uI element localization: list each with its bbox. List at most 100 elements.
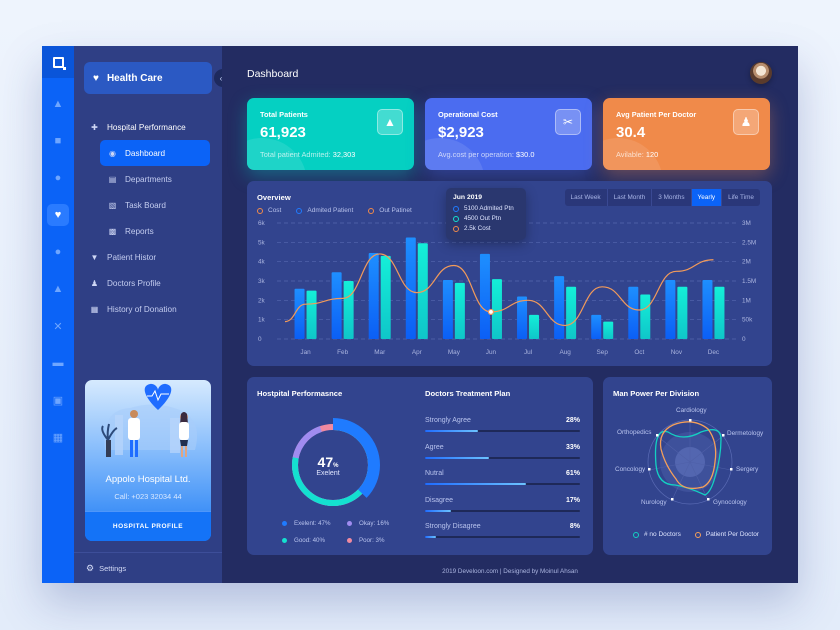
- legend-cost: Cost: [257, 207, 281, 214]
- svg-text:Jul: Jul: [524, 349, 532, 356]
- stat-value: $2,923: [438, 124, 484, 141]
- sidebar-item-history-of-donation[interactable]: ▦ History of Donation: [74, 296, 222, 322]
- hospital-card: Appolo Hospital Ltd. Call: +023 32034 44…: [85, 380, 211, 541]
- svg-text:Mar: Mar: [374, 349, 386, 356]
- overview-chart: 0 1k 2k 3k 4k 5k 6k 0 50k 1M 1.5M 2M 2.5M 3M Jan Feb M…: [258, 220, 756, 356]
- tab-last-week[interactable]: Last Week: [565, 189, 608, 206]
- user-avatar[interactable]: [750, 62, 772, 84]
- heart-icon[interactable]: ♥: [47, 204, 69, 226]
- plane-icon[interactable]: ▲: [52, 283, 64, 295]
- legend-okay: Okay: 16%: [347, 520, 389, 527]
- stat-value: 61,923: [260, 124, 306, 141]
- hospital-phone: Call: +023 32034 44: [114, 492, 182, 501]
- sidebar: ♥ Health Care ‹ ✚ Hospital Performance ◉…: [74, 46, 228, 583]
- sidebar-item-label: Reports: [125, 226, 154, 236]
- sidebar-item-label: Hospital Performance: [107, 122, 186, 132]
- sidebar-item-patient-history[interactable]: ▼ Patient Histor: [74, 244, 222, 270]
- svg-text:Feb: Feb: [337, 349, 348, 356]
- axis-label: Concology: [615, 466, 646, 473]
- svg-text:2M: 2M: [742, 259, 751, 266]
- sidebar-nav: ✚ Hospital Performance ◉ Dashboard ▤ Dep…: [74, 114, 222, 322]
- graduation-cap-icon[interactable]: ▲: [52, 98, 64, 110]
- svg-text:50k: 50k: [742, 317, 753, 324]
- stat-value: 30.4: [616, 124, 646, 141]
- svg-text:1k: 1k: [258, 317, 266, 324]
- stat-label: Total Patients: [260, 110, 308, 119]
- doctor-desk-icon[interactable]: ♟: [733, 109, 759, 135]
- axis-label: Dermetology: [727, 430, 764, 437]
- apron-icon[interactable]: ▲: [377, 109, 403, 135]
- heart-icon: ♥: [93, 72, 99, 84]
- chart-tooltip: Jun 2019 5100 Admited Ptn 4500 Out Ptn 2…: [446, 188, 526, 240]
- doctor-icon: ♟: [90, 278, 99, 288]
- tab-last-month[interactable]: Last Month: [608, 189, 653, 206]
- tools-icon[interactable]: ✕: [53, 320, 63, 333]
- doctors-illustration: [101, 383, 198, 457]
- dashboard-icon: ◉: [109, 148, 116, 158]
- sidebar-item-task-board[interactable]: ▧ Task Board: [74, 192, 222, 218]
- user-icon[interactable]: ●: [54, 172, 62, 184]
- svg-text:Jan: Jan: [300, 349, 311, 356]
- piggy-bank-icon[interactable]: ●: [54, 246, 62, 258]
- megaphone-icon[interactable]: ■: [54, 135, 62, 147]
- stat-card-operational-cost: Operational Cost $2,923 Avg.cost per ope…: [425, 98, 592, 170]
- tab-3-months[interactable]: 3 Months: [652, 189, 692, 206]
- sidebar-item-label: Patient Histor: [107, 252, 157, 262]
- sidebar-item-label: Task Board: [125, 200, 166, 210]
- sidebar-item-label: Departments: [125, 174, 172, 184]
- svg-text:2k: 2k: [258, 297, 266, 304]
- manpower-radar: [647, 419, 733, 505]
- tab-life-time[interactable]: Life Time: [728, 194, 754, 201]
- app-window: ▲ ■ ● ♥ ● ▲ ✕ ▬ ▣ ▦ ♥ Health Care ‹ ✚ Ho…: [42, 46, 798, 583]
- scissors-icon[interactable]: ✂: [555, 109, 581, 135]
- sidebar-item-doctors-profile[interactable]: ♟ Doctors Profile: [74, 270, 222, 296]
- svg-text:Aug: Aug: [559, 349, 571, 356]
- chart-board-icon[interactable]: ▦: [52, 431, 64, 444]
- hospital-profile-button[interactable]: HOSPITAL PROFILE: [85, 511, 211, 541]
- svg-text:3k: 3k: [258, 278, 266, 285]
- stat-subtext: Avg.cost per operation: $30.0: [438, 150, 535, 159]
- ufo-icon[interactable]: ▬: [52, 357, 64, 369]
- legend-patient-per-doctor: Patient Per Doctor: [694, 531, 759, 538]
- svg-text:Oct: Oct: [634, 349, 644, 356]
- document-icon: ▤: [108, 174, 117, 184]
- plus-cross-icon: ✚: [91, 122, 98, 132]
- sidebar-item-departments[interactable]: ▤ Departments: [74, 166, 222, 192]
- hat-icon: ▼: [90, 252, 99, 262]
- logo-icon[interactable]: [42, 46, 74, 78]
- gear-icon: ⚙: [86, 562, 95, 573]
- settings-label: Settings: [99, 563, 127, 573]
- manpower-title: Man Power Per Division: [613, 389, 700, 398]
- axis-label: Nurology: [641, 499, 667, 506]
- sidebar-item-dashboard[interactable]: ◉ Dashboard: [100, 140, 210, 166]
- performance-panel: Hostpital Performasnce 47% Exelent Exele…: [247, 377, 593, 555]
- tab-yearly[interactable]: Yearly: [691, 189, 723, 206]
- donut-center: 47% Exelent: [316, 454, 340, 477]
- overview-legend: Cost Admited Patient Out Patinet: [257, 207, 412, 214]
- manpower-panel: Man Power Per Division Cardiology Dermet…: [603, 377, 772, 555]
- stat-card-total-patients: Total Patients 61,923 Total patient Admi…: [247, 98, 414, 170]
- report-icon: ▩: [108, 226, 117, 236]
- treatment-title: Doctors Treatment Plan: [425, 389, 511, 398]
- treatment-row: Strongly Disagree 8%: [425, 523, 580, 550]
- brand-button[interactable]: ♥ Health Care: [84, 62, 212, 94]
- treatment-bars: Strongly Agree 28% Agree 33% Nutral 61% Dis…: [425, 417, 580, 550]
- legend-out-patient: Out Patinet: [368, 207, 412, 214]
- sidebar-item-hospital-performance[interactable]: ✚ Hospital Performance: [74, 114, 222, 140]
- clipboard-icon: ▧: [108, 200, 117, 210]
- svg-text:Nov: Nov: [671, 349, 683, 356]
- performance-donut: [286, 418, 380, 512]
- tooltip-row: 2.5k Cost: [453, 225, 519, 232]
- sidebar-item-label: Doctors Profile: [107, 278, 161, 288]
- svg-text:Apr: Apr: [412, 349, 423, 356]
- legend-no-doctors: # no Doctors: [633, 531, 681, 538]
- svg-text:4k: 4k: [258, 259, 266, 266]
- axis-label: Cardiology: [676, 407, 707, 414]
- tooltip-row: 5100 Admited Ptn: [453, 205, 519, 212]
- stat-subtext: Total patient Admited: 32,303: [260, 150, 356, 159]
- treatment-row: Strongly Agree 28%: [425, 417, 580, 444]
- settings-button[interactable]: ⚙ Settings: [74, 552, 222, 583]
- briefcase-icon[interactable]: ▣: [52, 394, 64, 407]
- brand-label: Health Care: [106, 72, 163, 84]
- sidebar-item-reports[interactable]: ▩ Reports: [74, 218, 222, 244]
